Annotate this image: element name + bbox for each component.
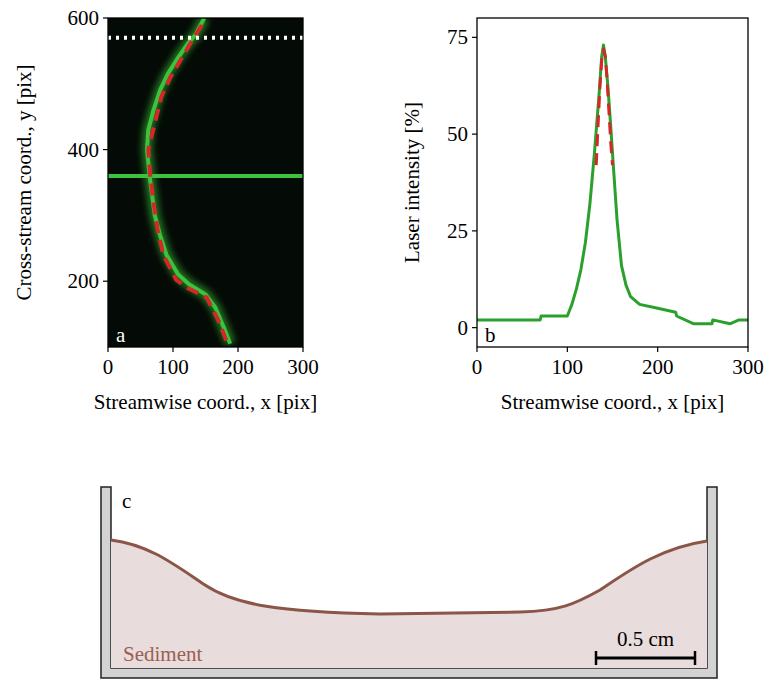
y-tick [103,149,108,150]
scale-bar [596,657,695,660]
series-line [148,23,226,340]
y-tick [103,281,108,282]
panel-label: b [485,323,496,347]
y-tick [472,230,477,231]
y-tick-label: 400 [68,138,100,162]
x-tick [476,347,477,352]
y-axis-title: Cross-stream coord., y [pix] [12,64,36,300]
scale-bar-end [694,651,697,665]
panel-a: 0 100 200 300 200 400 600 Streamwise coord., x … [12,6,319,414]
bed-profile [111,540,707,614]
panel-c: c Sediment 0.5 cm [101,487,717,678]
x-axis-title: Streamwise coord., x [pix] [501,390,724,414]
x-tick-label: 300 [732,355,764,379]
sediment-fill [111,540,707,668]
frame [108,18,303,347]
y-tick-label: 50 [447,122,468,146]
image-background [108,18,303,347]
y-axis-title: Laser intensity [%] [400,102,424,263]
x-tick-label: 0 [472,355,483,379]
y-tick-label: 0 [458,316,469,340]
x-tick [302,347,303,352]
y-tick-label: 25 [447,219,468,243]
panel-b: 0 100 200 300 0 25 50 75 Streamwise coord., x [p… [400,18,764,414]
x-tick-label: 100 [552,355,584,379]
panel-label: c [122,489,131,513]
x-tick [107,347,108,352]
y-tick-label: 200 [68,269,100,293]
lines [108,18,303,344]
y-tick [472,327,477,328]
series-line [596,49,612,165]
y-tick-label: 600 [68,6,100,30]
x-tick [657,347,658,352]
scale-bar-label: 0.5 cm [617,627,674,651]
x-tick-label: 300 [287,355,319,379]
y-tick-label: 75 [447,25,468,49]
series-line [108,174,303,178]
container [101,487,717,678]
x-tick-label: 100 [157,355,189,379]
x-tick [172,347,173,352]
x-tick [747,347,748,352]
x-tick-label: 200 [642,355,674,379]
series-line [477,45,748,324]
x-axis-title: Streamwise coord., x [pix] [94,390,317,414]
trace-glow [108,170,303,181]
y-tick [472,134,477,135]
y-tick [103,17,108,18]
x-tick [567,347,568,352]
frame [477,18,748,347]
x-tick-label: 200 [222,355,254,379]
x-tick-label: 0 [103,355,114,379]
lines [477,45,748,324]
sediment-label: Sediment [123,642,202,666]
series-line [108,36,303,40]
panel-label: a [116,323,126,347]
y-tick [472,37,477,38]
figure: 0 100 200 300 200 400 600 Streamwise coord., x … [0,0,771,684]
x-tick [237,347,238,352]
scale-bar-end [595,651,598,665]
